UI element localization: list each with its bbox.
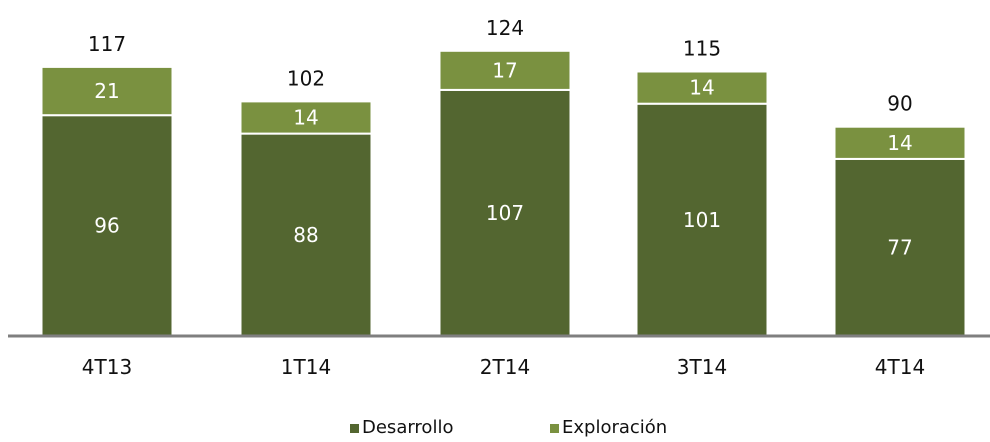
data-label-exploracion-4t13: 21 <box>94 79 119 103</box>
total-label-4t14: 90 <box>887 92 912 116</box>
bar-exploracion-4t14 <box>833 125 967 160</box>
bars-layer: 96 21 117 88 14 102 107 17 124 101 14 115 77 14 90 <box>40 16 967 338</box>
legend-label-desarrollo: Desarrollo <box>362 417 453 438</box>
bar-exploracion-2t14 <box>438 49 572 91</box>
data-label-desarrollo-4t14: 77 <box>887 235 912 259</box>
data-label-desarrollo-2t14: 107 <box>486 201 524 225</box>
data-label-exploracion-2t14: 17 <box>492 58 517 82</box>
data-label-desarrollo-3t14: 101 <box>683 208 721 232</box>
total-label-2t14: 124 <box>486 16 524 40</box>
bar-exploracion-4t13 <box>40 65 174 117</box>
bar-exploracion-3t14 <box>635 70 769 105</box>
x-tick-label-3t14: 3T14 <box>677 355 727 379</box>
total-label-1t14: 102 <box>287 66 325 90</box>
bar-desarrollo-2t14 <box>438 88 572 338</box>
x-tick-label-2t14: 2T14 <box>480 355 530 379</box>
legend-swatch-exploracion <box>550 424 559 433</box>
x-tick-labels: 4T13 1T14 2T14 3T14 4T14 <box>82 355 925 379</box>
data-label-desarrollo-1t14: 88 <box>293 223 318 247</box>
data-label-exploracion-4t14: 14 <box>887 131 912 155</box>
total-label-4t13: 117 <box>88 32 126 56</box>
data-label-exploracion-3t14: 14 <box>689 76 714 100</box>
data-label-exploracion-1t14: 14 <box>293 106 318 130</box>
legend: Desarrollo Exploración <box>350 417 667 438</box>
legend-swatch-desarrollo <box>350 424 359 433</box>
x-tick-label-4t13: 4T13 <box>82 355 132 379</box>
bar-desarrollo-4t13 <box>40 114 174 337</box>
data-label-desarrollo-4t13: 96 <box>94 214 119 238</box>
legend-label-exploracion: Exploración <box>562 417 667 438</box>
total-label-3t14: 115 <box>683 37 721 61</box>
x-tick-label-1t14: 1T14 <box>281 355 331 379</box>
bar-exploracion-1t14 <box>239 100 373 135</box>
x-tick-label-4t14: 4T14 <box>875 355 925 379</box>
